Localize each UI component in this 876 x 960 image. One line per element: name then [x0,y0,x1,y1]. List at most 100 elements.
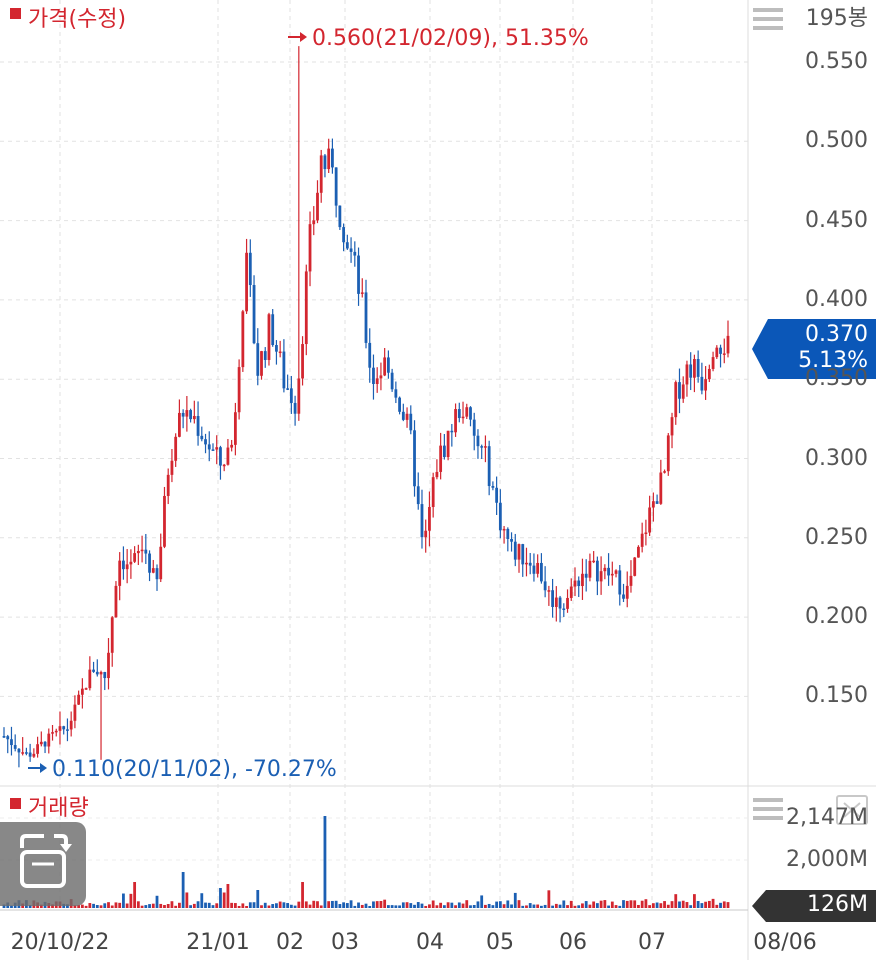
candle-body [237,367,241,413]
candle-body [644,532,648,535]
candle-body [189,410,192,420]
candle-body [457,409,461,419]
candle-body [704,379,708,391]
candle-body [405,413,409,420]
candle-body [484,446,487,448]
candle-body [629,575,633,586]
candle-body [651,501,655,508]
volume-bar [129,893,133,908]
candle-body [454,409,457,433]
candle-body [413,430,416,487]
candle-body [17,748,21,753]
candle-body [6,736,10,740]
volume-bar [413,904,416,908]
volume-bar [599,900,603,908]
candle-body [312,220,316,225]
zoom-reset-icon[interactable] [836,795,868,825]
candle-body [386,357,390,373]
volume-bar [581,903,584,908]
x-tick-label: 03 [331,930,359,955]
candle-body [73,704,77,721]
candle-body [304,271,308,345]
candle-body [364,292,368,343]
volume-bar [607,905,610,908]
volume-bar [409,903,413,908]
volume-bar [484,904,487,908]
volume-bar [666,904,670,908]
volume-bar [510,904,513,908]
volume-bar [73,905,77,908]
volume-bar [513,892,517,908]
volume-bar [659,903,663,908]
volume-bar [304,901,308,908]
candle-body [207,444,211,450]
volume-bar [536,904,540,908]
volume-bar [110,905,114,908]
volume-bar [114,902,118,908]
volume-bar [562,900,566,908]
volume-bar [547,890,551,908]
rotate-screen-button[interactable] [0,822,86,906]
volume-bar [155,895,159,908]
candle-body [618,570,622,595]
candle-body [39,741,43,745]
candle-body [88,669,92,689]
volume-bar [151,903,155,908]
candle-body [2,736,6,738]
candle-body [133,553,137,562]
candle-body [51,732,54,734]
volume-bar [189,905,192,908]
candle-body [148,553,151,573]
volume-bar [465,900,469,908]
candle-body [286,388,290,390]
volume-bar [558,904,562,908]
volume-bar [655,902,659,908]
candle-body [357,255,360,294]
volume-bar [241,903,245,908]
candle-body [707,368,711,380]
current-price-value: 0.370 [805,322,868,347]
volume-bar [469,905,472,908]
candle-body [588,560,592,578]
volume-bar [566,905,569,908]
volume-bar [39,904,43,908]
candle-body [10,739,13,746]
rotate-screen-icon [20,834,72,888]
candle-body [21,752,25,754]
y-tick-label: 0.500 [805,128,868,154]
high-arrow-head [300,32,307,42]
candle-body [118,560,122,586]
volume-bar [122,893,125,908]
volume-bar [99,905,103,908]
candle-body [543,581,547,591]
volume-bar [405,902,409,908]
hamburger-menu-icon[interactable] [753,6,783,32]
volume-bar [2,904,6,908]
volume-bar [517,900,521,908]
high-annotation: 0.560(21/02/09), 51.35% [312,26,589,51]
volume-bar [192,903,196,908]
volume-bar [375,901,379,908]
candle-body [260,351,263,376]
candle-body [226,447,230,465]
volume-bar [525,905,528,908]
candle-body [107,652,110,679]
volume-bar [528,903,532,908]
volume-bar [248,902,252,908]
candle-body [334,167,338,206]
candle-body [577,580,581,587]
volume-bar [319,905,323,908]
volume-bar [301,882,304,908]
candle-body [685,364,689,385]
volume-bar [166,904,170,908]
current-volume-value: 126M [807,892,868,917]
volume-bar [312,900,316,908]
volume-legend-marker [10,798,21,809]
volume-bar [416,902,420,908]
candle-body [297,378,301,414]
hamburger-menu-icon[interactable] [753,796,783,822]
volume-bar [401,902,405,908]
volume-bar [663,901,666,908]
